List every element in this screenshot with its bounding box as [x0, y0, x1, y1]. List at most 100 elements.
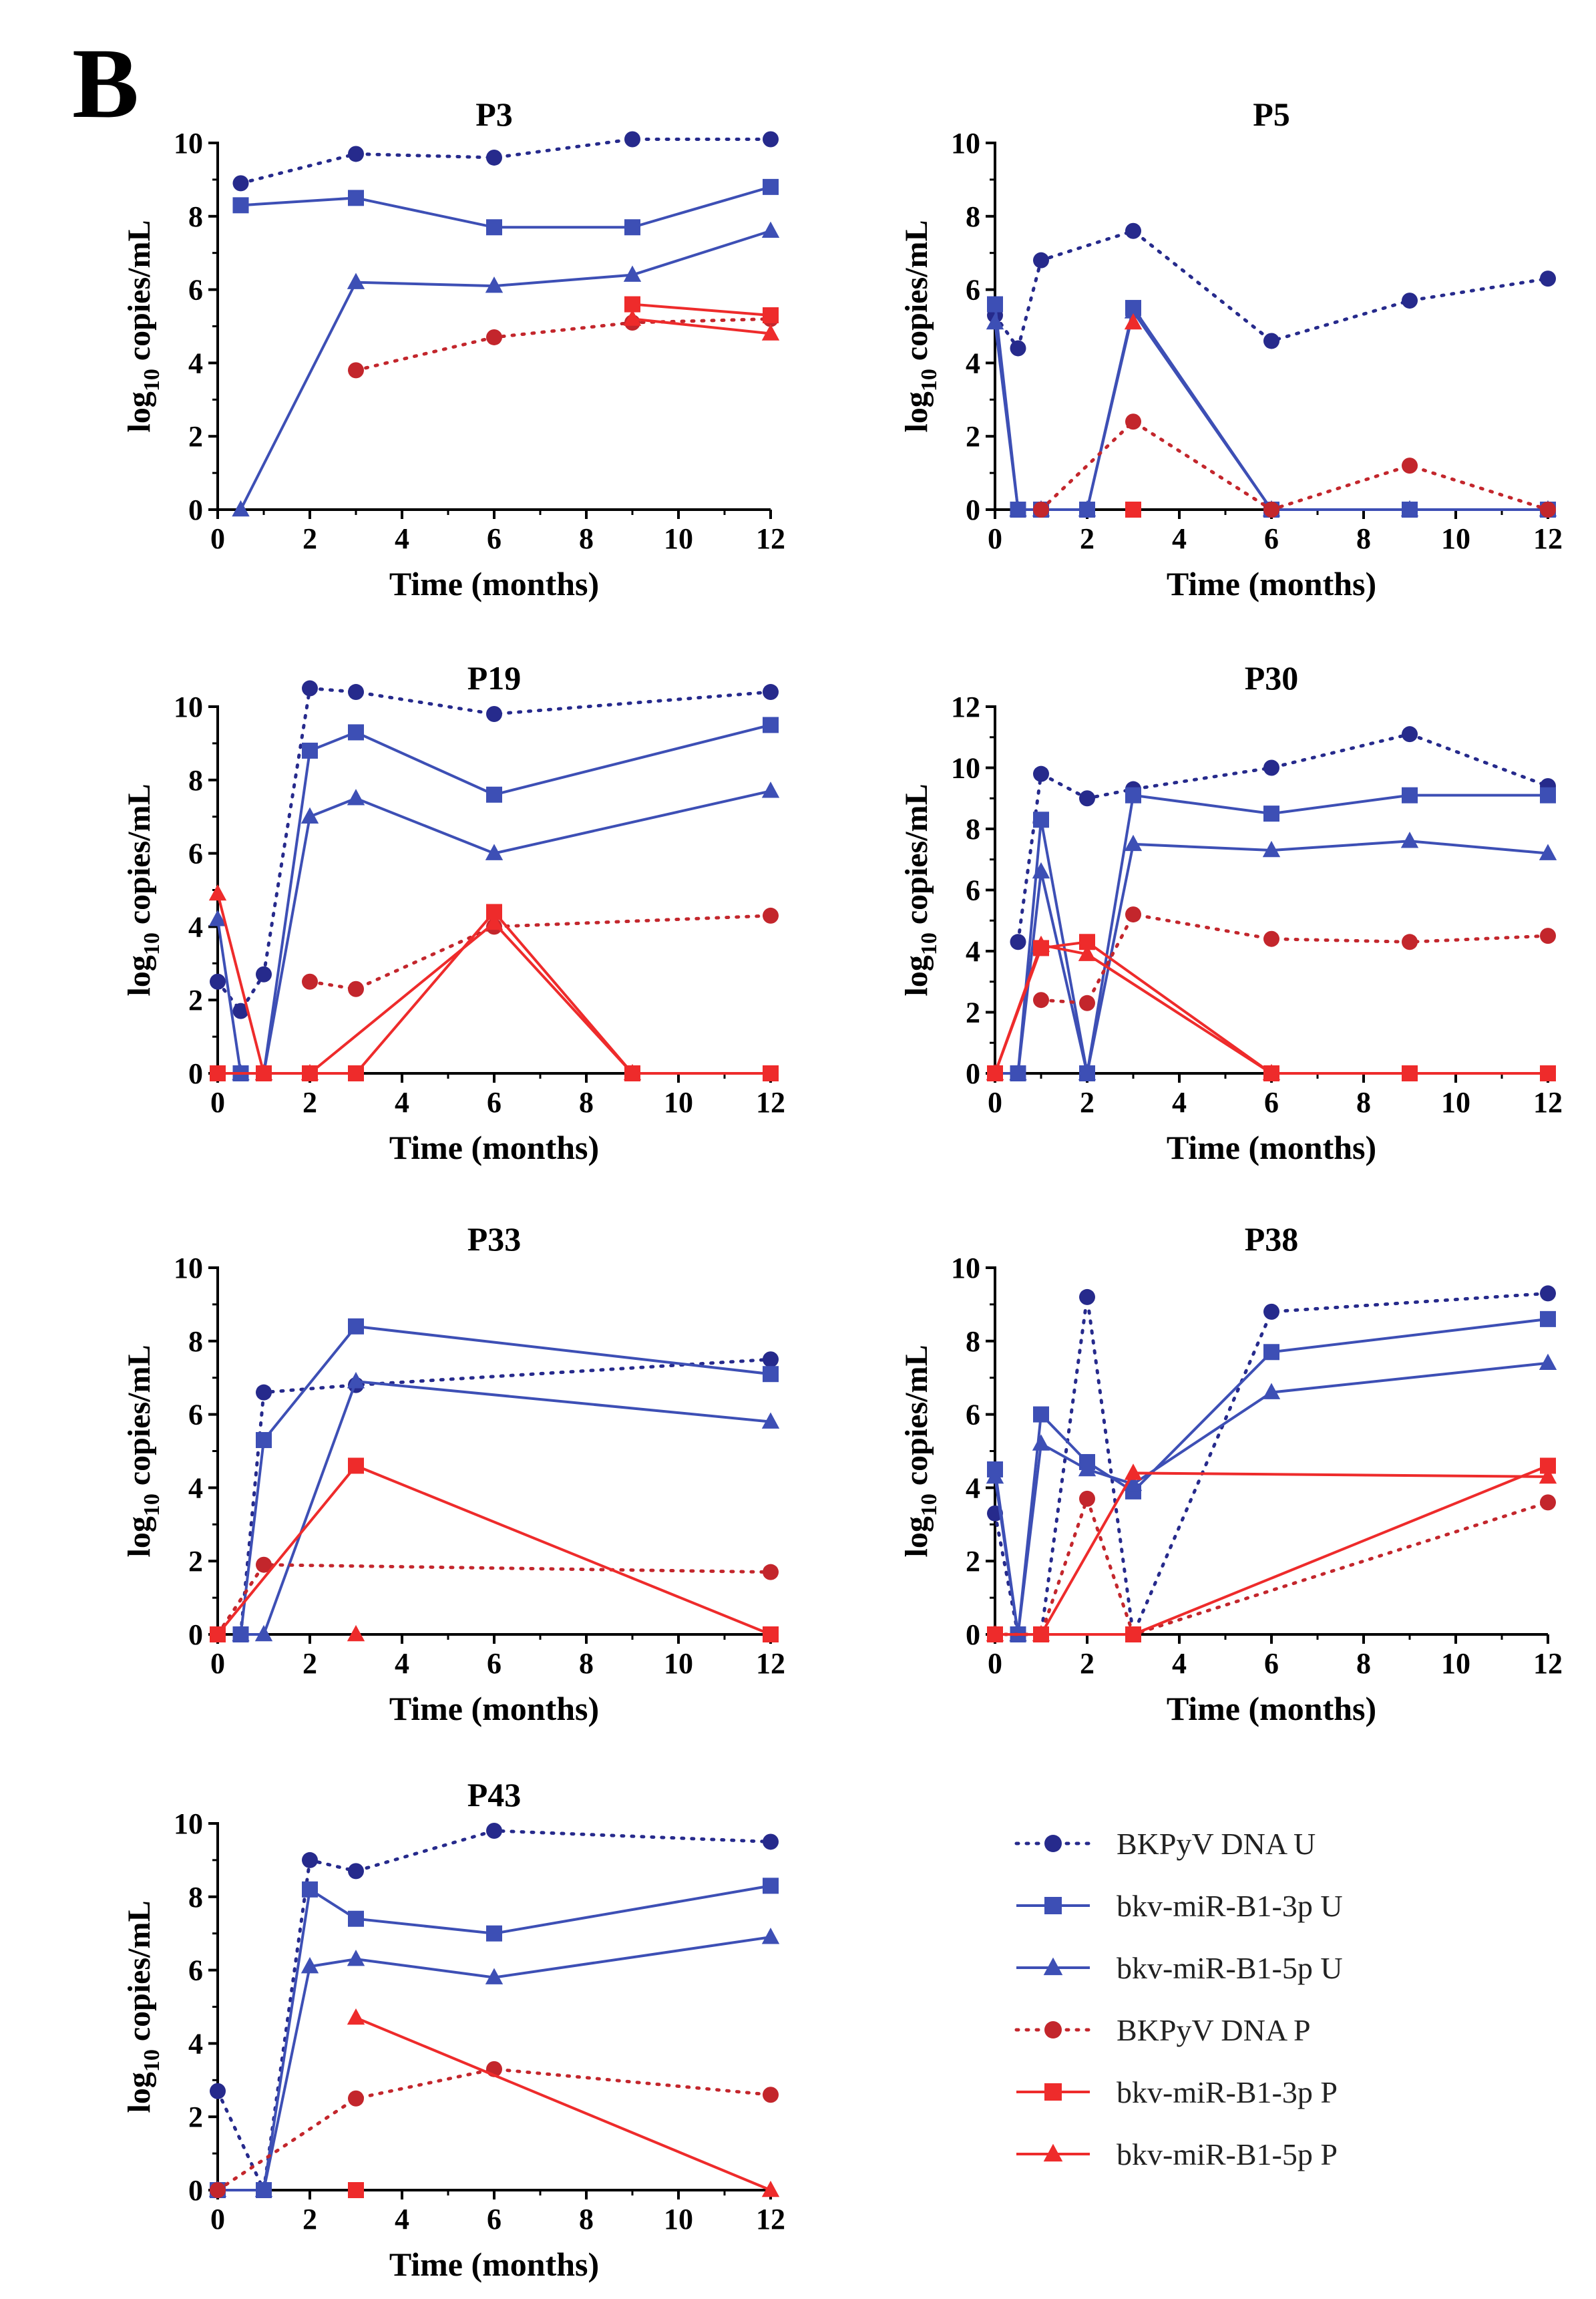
y-tick-label: 6	[188, 274, 203, 307]
chart-title: P38	[1245, 1220, 1299, 1258]
x-tick-label: 4	[1172, 1086, 1187, 1119]
y-tick-label: 6	[188, 1954, 203, 1987]
data-point-square	[763, 1065, 779, 1081]
x-tick-label: 0	[210, 1086, 225, 1119]
y-tick-label: 10	[174, 1252, 203, 1284]
series-bkpyv-dna-p	[348, 311, 779, 379]
y-tick-label: 8	[188, 764, 203, 797]
data-point-circle	[1402, 934, 1418, 950]
data-point-triangle	[485, 844, 504, 860]
data-point-triangle	[254, 1624, 273, 1642]
data-point-triangle	[232, 1624, 250, 1642]
data-point-circle	[486, 1822, 502, 1839]
x-tick-label: 4	[395, 1647, 409, 1680]
data-point-triangle	[254, 2180, 273, 2197]
chart-p38: P38 0 2 4 6 8 10 12 0 2 4 6 8 10 Time (months) log10 co…	[899, 1220, 1563, 1727]
legend-label: bkv-miR-B1-5p P	[1117, 2137, 1338, 2171]
data-point-triangle	[1124, 834, 1143, 852]
data-point-triangle	[208, 884, 227, 901]
x-tick-label: 12	[1533, 522, 1563, 555]
x-tick-label: 8	[579, 2203, 594, 2236]
series-bkv-mir-b1-3p-p	[1125, 502, 1141, 518]
series-line	[218, 910, 771, 1075]
data-point-circle	[232, 175, 249, 192]
data-point-circle	[210, 973, 226, 990]
data-point-triangle	[301, 807, 319, 824]
series-bkv-mir-b1-3p-p	[624, 296, 779, 324]
legend-marker-triangle	[1043, 1957, 1063, 1976]
data-point-circle	[1263, 1303, 1279, 1320]
x-tick-label: 2	[303, 522, 317, 555]
y-tick-label: 0	[966, 1057, 980, 1090]
legend-label: BKPyV DNA P	[1117, 2013, 1311, 2047]
data-point-circle	[1033, 992, 1049, 1009]
series-bkpyv-dna-p	[1033, 906, 1556, 1011]
panel-letter: B	[72, 28, 139, 139]
chart-title: P43	[467, 1776, 522, 1813]
data-point-triangle	[1539, 1353, 1557, 1370]
series-bkv-mir-b1-5p-p	[1124, 313, 1143, 330]
series-bkv-mir-b1-5p-p	[347, 2008, 780, 2197]
data-point-circle	[486, 329, 502, 345]
data-point-square	[486, 786, 502, 803]
data-point-circle	[1079, 790, 1095, 807]
series-bkv-mir-b1-5p-p	[347, 1624, 365, 1642]
series-bkpyv-dna-u	[1010, 726, 1556, 950]
data-point-circle	[348, 362, 364, 379]
data-point-triangle	[1124, 1463, 1143, 1480]
data-point-circle	[348, 1863, 364, 1880]
data-point-square	[1125, 502, 1141, 518]
x-tick-label: 0	[988, 522, 1002, 555]
y-axis-label: log10 copies/mL	[899, 220, 942, 433]
series-bkpyv-dna-u	[987, 222, 1556, 357]
y-tick-label: 4	[188, 2027, 203, 2060]
y-tick-label: 0	[188, 2174, 203, 2207]
data-point-triangle	[1262, 1063, 1281, 1081]
x-tick-label: 8	[1356, 522, 1371, 555]
series-bkv-mir-b1-5p-u	[232, 221, 780, 517]
data-point-square	[763, 1626, 779, 1642]
data-point-triangle	[1078, 500, 1096, 517]
data-point-square	[348, 1065, 364, 1081]
y-tick-label: 2	[188, 984, 203, 1017]
data-point-triangle	[347, 1372, 365, 1389]
data-point-circle	[763, 1351, 779, 1368]
data-point-circle	[1033, 765, 1049, 782]
x-tick-label: 10	[664, 1647, 693, 1680]
y-tick-label: 10	[174, 1807, 203, 1840]
data-point-circle	[1263, 502, 1279, 518]
data-point-circle	[1079, 1288, 1095, 1305]
data-point-square	[302, 1881, 318, 1898]
data-point-circle	[348, 2090, 364, 2107]
data-point-triangle	[986, 1624, 1004, 1642]
data-point-square	[624, 219, 640, 236]
data-point-square	[232, 197, 249, 214]
series-line	[1039, 419, 1550, 512]
legend-label: BKPyV DNA U	[1117, 1827, 1316, 1861]
chart-p33: P33 0 2 4 6 8 10 12 0 2 4 6 8 10 Time (months) log10 co…	[122, 1220, 785, 1727]
series-line	[993, 1493, 1550, 1637]
data-point-triangle	[623, 309, 642, 326]
x-tick-label: 12	[1533, 1647, 1563, 1680]
y-tick-label: 8	[966, 813, 980, 846]
chart-p5: P5 0 2 4 6 8 10 12 0 2 4 6 8 10 Time (months) log10 cop…	[899, 96, 1563, 602]
series-line	[218, 1936, 771, 2191]
data-point-square	[763, 717, 779, 733]
legend-label: bkv-miR-B1-3p U	[1117, 1889, 1343, 1923]
data-point-square	[1033, 812, 1049, 828]
y-tick-label: 8	[966, 1325, 980, 1358]
data-point-circle	[210, 2083, 226, 2099]
data-point-circle	[1540, 271, 1556, 287]
x-tick-label: 10	[1441, 522, 1470, 555]
y-tick-label: 8	[188, 1325, 203, 1358]
series-bkpyv-dna-u	[210, 680, 779, 1019]
x-tick-label: 10	[1441, 1647, 1470, 1680]
y-tick-label: 4	[966, 1471, 980, 1504]
data-point-circle	[210, 2182, 226, 2198]
legend-marker-square	[1044, 1897, 1062, 1914]
x-axis-label: Time (months)	[389, 1129, 599, 1166]
chart-title: P5	[1253, 96, 1290, 133]
data-point-square	[987, 296, 1003, 313]
x-axis-label: Time (months)	[389, 1690, 599, 1727]
